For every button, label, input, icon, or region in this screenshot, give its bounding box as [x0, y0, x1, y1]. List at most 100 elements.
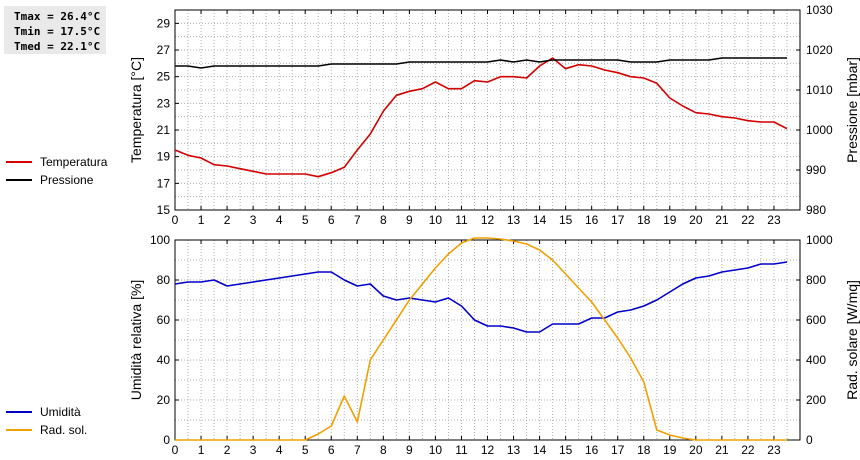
x-tick-label: 22: [741, 443, 755, 457]
legend-swatch-radsol: [6, 429, 32, 431]
y-right-tick-label: 0: [806, 433, 813, 447]
y-right-tick-label: 990: [806, 163, 826, 177]
x-tick-label: 8: [380, 443, 387, 457]
x-tick-label: 19: [663, 443, 677, 457]
x-tick-label: 23: [767, 443, 781, 457]
y-left-tick-label: 80: [157, 273, 171, 287]
y-left-tick-label: 15: [157, 203, 171, 217]
y-left-tick-label: 19: [157, 150, 171, 164]
x-tick-label: 15: [559, 213, 573, 227]
y-right-tick-label: 980: [806, 203, 826, 217]
x-tick-label: 19: [663, 213, 677, 227]
x-tick-label: 18: [637, 443, 651, 457]
x-tick-label: 2: [224, 443, 231, 457]
y-right-tick-label: 1000: [806, 123, 833, 137]
y-right-tick-label: 1020: [806, 43, 833, 57]
x-tick-label: 16: [585, 443, 599, 457]
x-tick-label: 13: [507, 213, 521, 227]
x-tick-label: 22: [741, 213, 755, 227]
y-left-tick-label: 27: [157, 43, 171, 57]
x-tick-label: 21: [715, 213, 729, 227]
x-tick-label: 4: [276, 443, 283, 457]
x-tick-label: 3: [250, 213, 257, 227]
x-tick-label: 2: [224, 213, 231, 227]
y-left-tick-label: 21: [157, 123, 171, 137]
x-tick-label: 14: [533, 443, 547, 457]
legend-item-radsol: Rad. sol.: [6, 421, 87, 439]
y-axis-label-left: Umidità relativa [%]: [128, 280, 144, 401]
series-line-pressione: [175, 57, 787, 69]
legend-swatch-pressione: [6, 179, 32, 181]
y-right-tick-label: 1010: [806, 83, 833, 97]
legend-item-umidita: Umidità: [6, 403, 87, 421]
y-axis-label-right: Rad. solare [W/mq]: [844, 280, 860, 400]
legend-swatch-temperatura: [6, 161, 32, 163]
legend-swatch-umidita: [6, 411, 32, 413]
legend-label-temperatura: Temperatura: [40, 155, 108, 169]
x-tick-label: 11: [455, 213, 468, 227]
y-left-tick-label: 0: [163, 433, 170, 447]
y-axis-label-right: Pressione [mbar]: [844, 57, 860, 163]
series-line-umidit: [174, 261, 788, 333]
x-tick-label: 20: [689, 443, 703, 457]
x-tick-label: 12: [481, 443, 495, 457]
x-tick-label: 23: [767, 213, 781, 227]
x-tick-label: 4: [276, 213, 283, 227]
x-tick-label: 20: [689, 213, 703, 227]
tmed-label: Tmed = 22.1°C: [14, 40, 101, 53]
tmax-label: Tmax = 26.4°C: [14, 10, 101, 23]
y-right-tick-label: 200: [806, 393, 826, 407]
x-tick-label: 0: [172, 443, 179, 457]
x-tick-label: 10: [429, 443, 443, 457]
x-tick-label: 17: [611, 213, 625, 227]
legend-bottom: Umidità Rad. sol.: [6, 403, 87, 439]
x-tick-label: 16: [585, 213, 599, 227]
x-tick-label: 9: [406, 443, 413, 457]
series-line-temperatura: [174, 57, 788, 178]
x-tick-label: 5: [302, 213, 309, 227]
y-left-tick-label: 23: [157, 96, 171, 110]
series-line-rad-sol: [175, 237, 787, 441]
legend-label-radsol: Rad. sol.: [40, 423, 88, 437]
legend-top: Temperatura Pressione: [6, 153, 107, 189]
x-tick-label: 18: [637, 213, 651, 227]
y-left-tick-label: 17: [157, 176, 171, 190]
y-right-tick-label: 1000: [806, 233, 833, 247]
y-axis-label-left: Temperatura [°C]: [128, 57, 144, 163]
x-tick-label: 3: [250, 443, 257, 457]
tmin-label: Tmin = 17.5°C: [14, 25, 101, 38]
x-tick-label: 7: [354, 213, 361, 227]
legend-label-pressione: Pressione: [40, 173, 94, 187]
x-tick-label: 14: [533, 213, 547, 227]
x-tick-label: 15: [559, 443, 573, 457]
y-left-tick-label: 25: [157, 70, 171, 84]
x-tick-label: 11: [455, 443, 468, 457]
x-tick-label: 17: [611, 443, 625, 457]
y-left-tick-label: 40: [157, 353, 171, 367]
legend-item-pressione: Pressione: [6, 171, 107, 189]
y-right-tick-label: 800: [806, 273, 826, 287]
x-tick-label: 12: [481, 213, 495, 227]
x-tick-label: 13: [507, 443, 521, 457]
x-tick-label: 7: [354, 443, 361, 457]
x-tick-label: 1: [198, 443, 205, 457]
y-right-tick-label: 600: [806, 313, 826, 327]
y-left-tick-label: 60: [157, 313, 171, 327]
stats-box: Tmax = 26.4°C Tmin = 17.5°C Tmed = 22.1°…: [4, 6, 106, 54]
legend-label-umidita: Umidità: [40, 405, 81, 419]
y-right-tick-label: 400: [806, 353, 826, 367]
y-left-tick-label: 100: [150, 233, 170, 247]
x-tick-label: 0: [172, 213, 179, 227]
y-right-tick-label: 1030: [806, 3, 833, 17]
x-tick-label: 6: [328, 443, 335, 457]
x-tick-label: 5: [302, 443, 309, 457]
x-tick-label: 21: [715, 443, 729, 457]
x-tick-label: 8: [380, 213, 387, 227]
x-tick-label: 6: [328, 213, 335, 227]
y-left-tick-label: 29: [157, 16, 171, 30]
x-tick-label: 9: [406, 213, 413, 227]
x-tick-label: 1: [198, 213, 205, 227]
x-tick-label: 10: [429, 213, 443, 227]
y-left-tick-label: 20: [157, 393, 171, 407]
